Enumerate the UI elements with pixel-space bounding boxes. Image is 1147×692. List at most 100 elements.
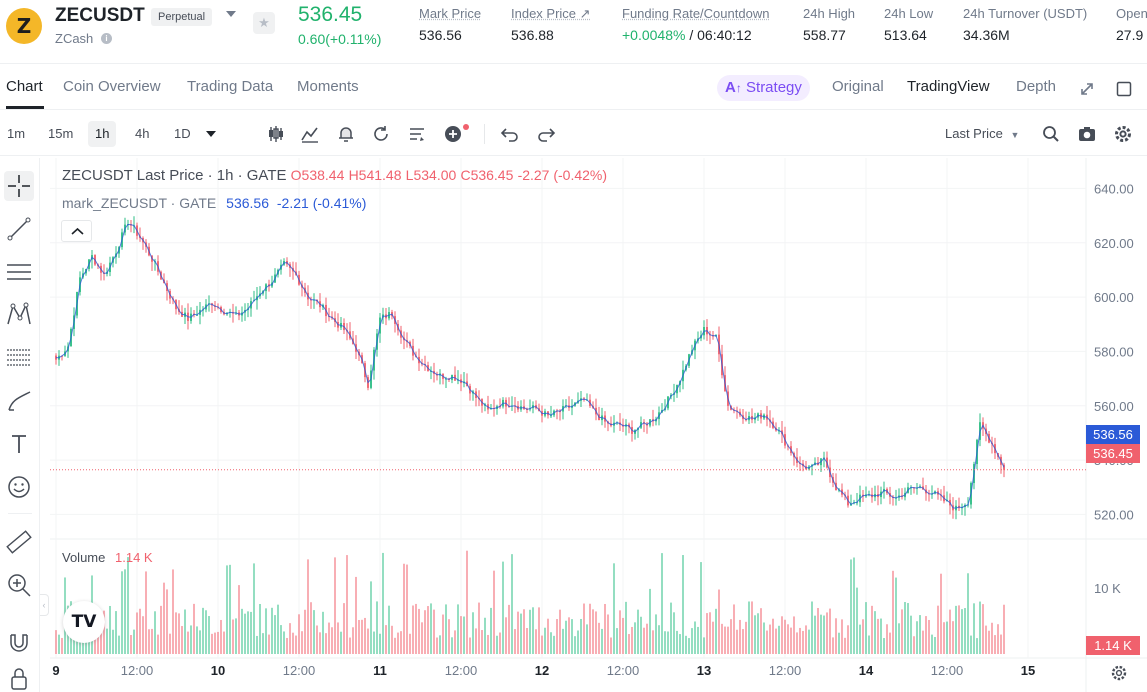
interval-1m[interactable]: 1m bbox=[7, 126, 26, 141]
strategy-button[interactable]: A↑ Strategy bbox=[717, 75, 810, 101]
replay-icon[interactable] bbox=[371, 124, 391, 144]
volume-bar bbox=[865, 602, 867, 654]
volume-bar bbox=[328, 622, 330, 654]
volume-bar bbox=[724, 626, 726, 654]
magnet-icon[interactable] bbox=[4, 627, 34, 657]
favorite-star-icon[interactable]: ★ bbox=[253, 12, 275, 34]
trendline-icon[interactable] bbox=[4, 214, 34, 244]
view-tradingview[interactable]: TradingView bbox=[907, 78, 990, 95]
volume-bar bbox=[394, 637, 396, 654]
zoom-in-icon[interactable] bbox=[4, 570, 34, 600]
arrow-icon: ↑ bbox=[735, 81, 742, 95]
volume-bar bbox=[439, 635, 441, 654]
redo-icon[interactable] bbox=[536, 124, 556, 144]
expand-icon[interactable] bbox=[1079, 81, 1095, 97]
volume-bar bbox=[502, 561, 504, 654]
pattern-icon[interactable] bbox=[4, 300, 34, 330]
chevron-down-icon[interactable] bbox=[226, 11, 236, 17]
volume-bar bbox=[445, 604, 447, 654]
tab-coin-overview[interactable]: Coin Overview bbox=[63, 78, 161, 95]
view-depth[interactable]: Depth bbox=[1016, 78, 1057, 95]
interval-1d[interactable]: 1D bbox=[174, 126, 191, 141]
x-tick-label: 9 bbox=[52, 663, 59, 678]
text-tool-icon[interactable] bbox=[4, 429, 34, 459]
volume-bar bbox=[262, 633, 264, 654]
volume-bar bbox=[730, 619, 732, 654]
volume-bar bbox=[751, 601, 753, 654]
tab-trading-data[interactable]: Trading Data bbox=[187, 78, 274, 95]
candle-type-icon[interactable] bbox=[266, 124, 286, 144]
funding-rate-label[interactable]: Funding Rate/Countdown bbox=[622, 6, 770, 21]
add-indicator-icon[interactable] bbox=[443, 124, 463, 144]
scale-settings-icon[interactable] bbox=[1108, 662, 1130, 684]
volume-bar bbox=[820, 614, 822, 654]
volume-bar bbox=[280, 625, 282, 654]
collapse-legend-button[interactable] bbox=[61, 220, 92, 242]
volume-bar bbox=[994, 635, 996, 654]
alert-bell-icon[interactable] bbox=[336, 124, 356, 144]
chart-settings-icon[interactable] bbox=[407, 124, 427, 144]
volume-bar bbox=[670, 602, 672, 654]
volume-bar bbox=[877, 618, 879, 654]
volume-bar bbox=[586, 624, 588, 654]
volume-bar bbox=[460, 616, 462, 654]
fibonacci-icon[interactable] bbox=[4, 343, 34, 373]
mark-price-value: 536.56 bbox=[419, 27, 462, 43]
volume-bar bbox=[508, 604, 510, 654]
camera-icon[interactable] bbox=[1077, 124, 1097, 144]
chevron-up-icon bbox=[71, 227, 84, 235]
x-tick-label: 15 bbox=[1021, 663, 1035, 678]
crosshair-icon[interactable] bbox=[4, 171, 34, 201]
interval-15m[interactable]: 15m bbox=[48, 126, 74, 141]
volume-bar bbox=[331, 627, 333, 654]
lock-icon[interactable] bbox=[4, 663, 34, 692]
volume-bar bbox=[400, 631, 402, 654]
search-icon[interactable] bbox=[1041, 124, 1061, 144]
window-icon[interactable] bbox=[1116, 81, 1132, 97]
volume-bar bbox=[649, 588, 651, 654]
tab-chart[interactable]: Chart bbox=[6, 78, 43, 95]
ai-strategy-icon: A bbox=[725, 79, 736, 96]
interval-dropdown-icon[interactable] bbox=[206, 131, 216, 137]
volume-bar bbox=[718, 589, 720, 654]
tradingview-logo-icon[interactable]: TV bbox=[63, 601, 105, 643]
volume-bar bbox=[559, 609, 561, 654]
x-tick-label: 14 bbox=[859, 663, 874, 678]
price-source-select[interactable]: Last Price ▼ bbox=[945, 126, 1019, 141]
sidebar-collapse-icon[interactable]: ‹ bbox=[40, 594, 49, 616]
active-tab-indicator bbox=[6, 106, 44, 109]
price-chart[interactable]: 640.00620.00600.00580.00560.00540.00520.… bbox=[50, 158, 1147, 692]
symbol-selector[interactable]: ZECUSDT bbox=[55, 5, 145, 26]
info-icon[interactable]: i bbox=[101, 33, 112, 44]
horizontal-lines-icon[interactable] bbox=[4, 257, 34, 287]
volume-bar bbox=[133, 629, 135, 654]
ruler-icon[interactable] bbox=[4, 527, 34, 557]
volume-bar bbox=[292, 632, 294, 654]
gear-icon[interactable] bbox=[1113, 124, 1133, 144]
volume-bar bbox=[415, 603, 417, 654]
volume-bar bbox=[346, 555, 348, 654]
brush-icon[interactable] bbox=[4, 386, 34, 416]
volume-bar bbox=[760, 608, 762, 654]
y-tick-label: 560.00 bbox=[1094, 399, 1134, 414]
view-original[interactable]: Original bbox=[832, 78, 884, 95]
volume-bar bbox=[703, 637, 705, 654]
interval-4h[interactable]: 4h bbox=[135, 126, 150, 141]
index-price-label[interactable]: Index Price ↗ bbox=[511, 6, 591, 21]
x-tick-label: 12:00 bbox=[769, 663, 802, 678]
indicators-icon[interactable] bbox=[300, 124, 320, 144]
volume-bar bbox=[655, 614, 657, 654]
volume-bar bbox=[784, 619, 786, 654]
emoji-icon[interactable] bbox=[4, 472, 34, 502]
tab-moments[interactable]: Moments bbox=[297, 78, 359, 95]
chart-tabs: Chart Coin Overview Trading Data Moments… bbox=[0, 66, 1147, 110]
mark-price-label[interactable]: Mark Price bbox=[419, 6, 482, 21]
volume-bar bbox=[733, 604, 735, 654]
interval-1h[interactable]: 1h bbox=[88, 121, 117, 147]
volume-bar bbox=[922, 630, 924, 654]
undo-icon[interactable] bbox=[500, 124, 520, 144]
volume-label: Volume bbox=[62, 550, 106, 565]
volume-bar bbox=[139, 608, 141, 654]
volume-bar bbox=[745, 621, 747, 654]
volume-bar bbox=[196, 626, 198, 654]
